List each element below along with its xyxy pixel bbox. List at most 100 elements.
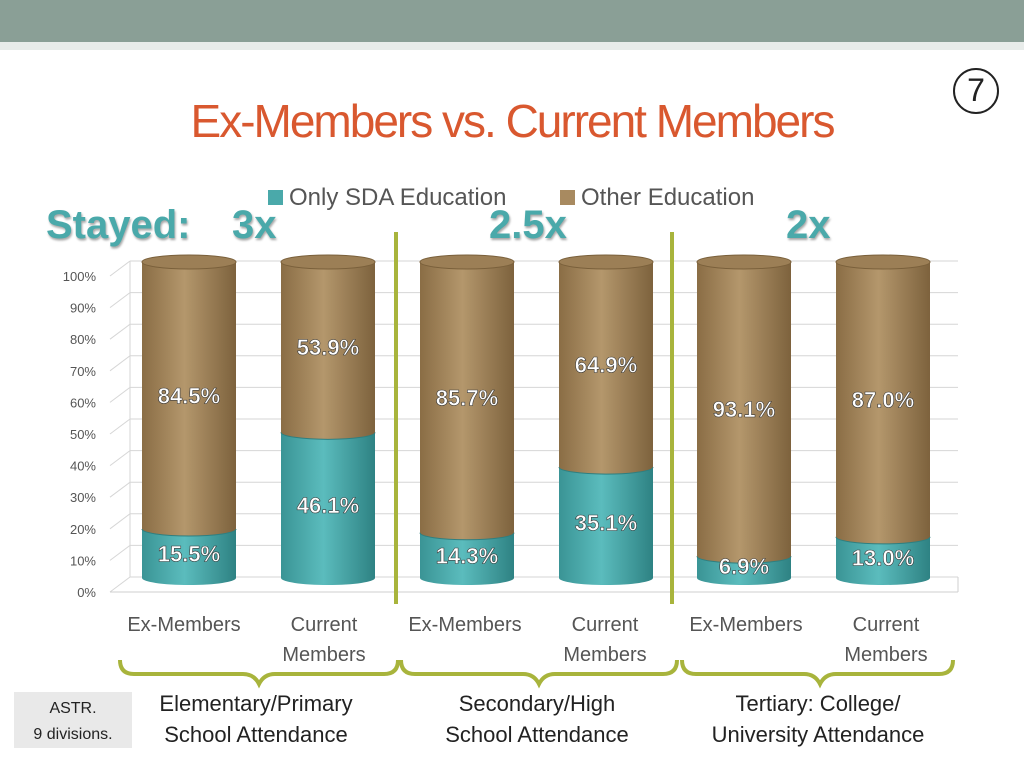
bar-label-other: 85.7% xyxy=(436,385,498,410)
y-tick-label: 100% xyxy=(63,269,97,284)
bar-segment-sda xyxy=(281,432,375,585)
bar-label-sda: 6.9% xyxy=(719,554,769,579)
group-label-elementary: Elementary/Primary School Attendance xyxy=(130,688,382,750)
bar-segment-sda xyxy=(559,467,653,585)
group-brace-2 xyxy=(399,659,679,689)
x-label-current-members-3: Current Members xyxy=(844,614,928,666)
legend-item-other: Other Education xyxy=(560,184,754,212)
bar-segment-sda xyxy=(836,536,930,585)
group-label-secondary: Secondary/High School Attendance xyxy=(411,688,663,750)
bar-top-cap xyxy=(835,254,931,270)
group-label-tertiary: Tertiary: College/ University Attendance xyxy=(688,688,948,750)
bar-top-cap xyxy=(141,254,237,270)
chart-bars: 15.5% 84.5% 46.1% 53.9% 14.3% 85.7% 35.1% 64.9%… xyxy=(141,254,931,585)
bar-label-sda: 46.1% xyxy=(297,493,359,518)
group-label-secondary-line2: School Attendance xyxy=(445,722,629,747)
y-tick-label: 30% xyxy=(70,490,96,505)
bar-label-other: 93.1% xyxy=(713,397,775,422)
x-label-ex-members-1: Ex-Members xyxy=(127,614,241,636)
source-note: ASTR. 9 divisions. xyxy=(14,692,132,748)
gridline-diagonal xyxy=(109,450,131,467)
stayed-label: Stayed: xyxy=(46,203,191,247)
gridline-diagonal xyxy=(109,355,131,372)
bar-segment-boundary xyxy=(419,532,515,541)
bar-segment-sda xyxy=(142,529,236,585)
y-tick-label: 60% xyxy=(70,395,96,410)
x-label-ex-members-3: Ex-Members xyxy=(689,614,803,636)
bar-segment-boundary xyxy=(696,556,792,564)
bar-segment-other xyxy=(559,262,653,475)
group-brace-1 xyxy=(118,659,400,689)
bar-segment-boundary xyxy=(558,466,654,475)
bar-label-other: 84.5% xyxy=(158,384,220,409)
gridline-diagonal xyxy=(109,323,131,340)
legend-label-other: Other Education xyxy=(581,184,755,211)
stayed-ratio-elementary: 3x xyxy=(232,203,277,247)
x-label-current-members-1: Current Members xyxy=(282,614,366,666)
y-tick-label: 90% xyxy=(70,301,96,316)
group-label-elementary-line2: School Attendance xyxy=(164,722,348,747)
group-label-elementary-line1: Elementary/Primary xyxy=(159,691,353,716)
source-note-line2: 9 divisions. xyxy=(33,726,113,743)
bar-segment-other xyxy=(420,262,514,540)
bar-segment-other xyxy=(697,262,791,564)
x-label-current-members-2: Current Members xyxy=(563,614,647,666)
group-label-tertiary-line1: Tertiary: College/ xyxy=(735,691,901,716)
slide-title: Ex-Members vs. Current Members xyxy=(190,95,836,147)
bar-top-cap xyxy=(696,254,792,270)
bar-label-other: 53.9% xyxy=(297,335,359,360)
bar-segment-boundary xyxy=(835,536,931,545)
gridline-diagonal xyxy=(109,418,131,435)
y-axis-ticks: 0% 10% 20% 30% 40% 50% 60% 70% 80% 90% 100% xyxy=(63,269,97,600)
chart-grid xyxy=(109,260,959,593)
y-tick-label: 50% xyxy=(70,427,96,442)
group-braces xyxy=(118,659,955,689)
y-tick-label: 40% xyxy=(70,459,96,474)
bar-label-sda: 13.0% xyxy=(852,545,914,570)
bar-segment-other xyxy=(142,262,236,537)
group-label-secondary-line1: Secondary/High xyxy=(458,691,616,716)
y-tick-label: 80% xyxy=(70,332,96,347)
y-tick-label: 0% xyxy=(77,585,96,600)
bar-6: 13.0% 87.0% xyxy=(835,254,931,585)
gridline-diagonal xyxy=(109,292,131,309)
bar-5: 6.9% 93.1% xyxy=(696,254,792,585)
legend-item-sda: Only SDA Education xyxy=(268,184,506,212)
y-tick-label: 70% xyxy=(70,364,96,379)
bar-top-cap xyxy=(558,254,654,270)
slide-number: 7 xyxy=(953,68,999,114)
bar-label-sda: 35.1% xyxy=(575,511,637,536)
group-brace-3 xyxy=(680,659,955,689)
source-note-line1: ASTR. xyxy=(49,700,97,717)
legend-swatch-sda xyxy=(268,189,283,205)
y-tick-label: 20% xyxy=(70,522,96,537)
bar-label-sda: 14.3% xyxy=(436,543,498,568)
bar-segment-sda xyxy=(697,556,791,585)
top-banner-strip xyxy=(0,42,1024,50)
bar-2: 46.1% 53.9% xyxy=(280,254,376,585)
legend-label-sda: Only SDA Education xyxy=(289,184,507,211)
bar-4: 35.1% 64.9% xyxy=(558,254,654,585)
group-label-tertiary-line2: University Attendance xyxy=(711,722,925,747)
bar-label-other: 64.9% xyxy=(575,353,637,378)
bar-1: 15.5% 84.5% xyxy=(141,254,237,585)
bar-label-other: 87.0% xyxy=(852,387,914,412)
bar-label-sda: 15.5% xyxy=(158,542,220,567)
gridline-diagonal xyxy=(109,576,131,593)
gridline-diagonal xyxy=(109,481,131,498)
gridline-diagonal xyxy=(109,386,131,403)
stayed-ratio-tertiary: 2x xyxy=(786,203,831,247)
gridline-diagonal xyxy=(109,545,131,561)
bar-top-cap xyxy=(419,254,515,270)
bar-segment-sda xyxy=(420,532,514,585)
x-label-ex-members-2: Ex-Members xyxy=(408,614,522,636)
bar-segment-other xyxy=(281,262,375,440)
gridline-diagonal xyxy=(109,260,131,277)
bar-3: 14.3% 85.7% xyxy=(419,254,515,585)
bar-top-cap xyxy=(280,254,376,270)
top-banner xyxy=(0,0,1024,42)
y-tick-label: 10% xyxy=(70,553,96,568)
bar-segment-boundary xyxy=(280,432,376,440)
bar-segment-boundary xyxy=(141,528,237,537)
